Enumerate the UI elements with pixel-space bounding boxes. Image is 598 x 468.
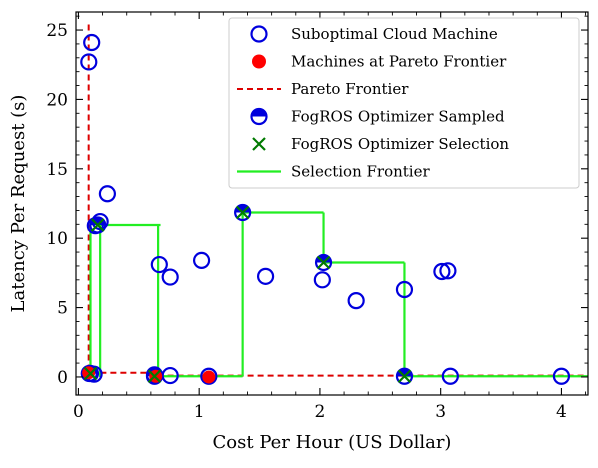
sampled-outline	[395, 367, 414, 385]
selection-x-stroke	[90, 218, 105, 232]
y-axis-label: Latency Per Request (s)	[8, 95, 29, 313]
suboptimal-point	[98, 185, 116, 203]
sampled-point	[234, 203, 252, 222]
suboptimal-point	[150, 255, 168, 274]
legend-label: Machines at Pareto Frontier	[291, 53, 507, 71]
selection-point	[235, 205, 250, 220]
legend-label: FogROS Optimizer Selection	[291, 135, 509, 153]
x-tick-label: 2	[315, 402, 326, 422]
legend: Suboptimal Cloud Machine Machines at Pare…	[228, 17, 580, 189]
sampled-point	[395, 367, 414, 385]
y-tick-label: 25	[46, 21, 68, 41]
selection-point	[316, 255, 331, 270]
legend-x-icon	[252, 137, 266, 151]
axes-frame	[75, 11, 589, 396]
legend-label: Suboptimal Cloud Machine	[291, 25, 498, 43]
legend-half-circle-icon	[250, 107, 268, 126]
selection-x-stroke	[252, 137, 266, 151]
y-tick-label: 5	[57, 299, 68, 319]
selection-point	[83, 366, 98, 381]
legend-box	[228, 17, 580, 189]
selection-x-stroke	[83, 366, 98, 381]
y-tick-label: 20	[46, 90, 68, 110]
x-tick-label: 1	[194, 402, 205, 422]
axes: 0 1 2 3 4 0 5 10 15 20 25 Cost Per Hour (US Dollar)…	[8, 11, 589, 453]
suboptimal-point	[347, 292, 365, 310]
x-axis-label: Cost Per Hour (US Dollar)	[213, 432, 452, 453]
plot-inner	[80, 24, 588, 385]
legend-label: Pareto Frontier	[291, 80, 409, 98]
plot-area	[80, 24, 588, 385]
suboptimal-point	[313, 271, 331, 289]
suboptimal-point	[395, 280, 414, 299]
sampled-point	[89, 216, 107, 234]
x-tick-label: 4	[556, 402, 567, 422]
x-tick-label: 0	[73, 402, 84, 422]
legend-entry: Pareto Frontier	[237, 80, 409, 98]
y-tick-label: 0	[57, 368, 68, 388]
suboptimal-point	[161, 268, 179, 286]
legend-entry: Selection Frontier	[237, 163, 430, 181]
legend-open-circle-icon	[250, 25, 268, 43]
pareto-frontier-line	[87, 24, 588, 377]
sampled-outline	[250, 107, 268, 126]
selection-point	[397, 369, 412, 384]
legend-entry: Machines at Pareto Frontier	[252, 53, 507, 71]
suboptimal-point	[80, 53, 98, 71]
sampled-point	[314, 253, 333, 272]
legend-filled-circle-icon	[252, 54, 266, 69]
x-tick-label: 3	[435, 402, 446, 422]
legend-label: FogROS Optimizer Sampled	[291, 108, 505, 126]
selection-x-stroke	[235, 205, 250, 220]
pareto-machine-point	[202, 370, 216, 384]
legend-entry: FogROS Optimizer Sampled	[250, 107, 505, 126]
selection-point	[147, 369, 162, 384]
suboptimal-point	[256, 267, 275, 285]
suboptimal-point	[83, 33, 101, 52]
legend-label: Selection Frontier	[291, 163, 430, 181]
sampled-outline	[234, 203, 252, 222]
legend-entry: Suboptimal Cloud Machine	[250, 25, 498, 43]
suboptimal-point	[433, 262, 451, 281]
selection-x-stroke	[316, 255, 331, 270]
suboptimal-point	[441, 367, 459, 385]
suboptimal-point	[192, 251, 211, 269]
suboptimal-point	[552, 367, 571, 385]
selection-point	[90, 218, 105, 232]
sampled-outline	[89, 216, 107, 234]
sampled-outline	[314, 253, 333, 272]
selection-x-stroke	[397, 369, 412, 384]
suboptimal-point	[439, 262, 457, 280]
selection-x-stroke	[147, 369, 162, 384]
suboptimal-point	[200, 367, 218, 385]
legend-entry: FogROS Optimizer Selection	[252, 135, 509, 153]
y-tick-label: 15	[46, 160, 68, 180]
y-tick-label: 10	[46, 229, 68, 249]
